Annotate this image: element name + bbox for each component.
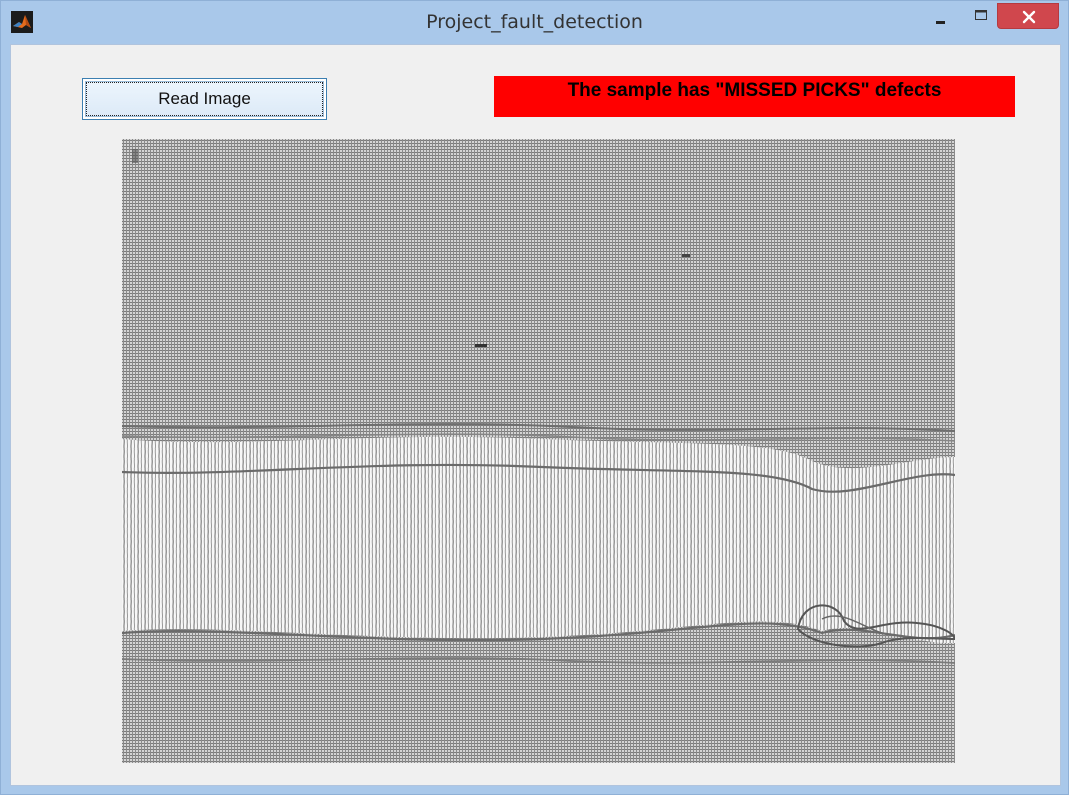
minimize-icon <box>936 21 945 24</box>
title-bar[interactable]: Project_fault_detection <box>1 1 1068 43</box>
matlab-icon <box>11 11 33 33</box>
fabric-image-render <box>122 139 955 763</box>
read-image-button[interactable]: Read Image <box>82 78 327 120</box>
window-title: Project_fault_detection <box>426 11 643 33</box>
maximize-button[interactable] <box>967 3 994 31</box>
close-icon <box>1022 10 1036 24</box>
figure-panel: Read Image The sample has "MISSED PICKS"… <box>10 44 1061 786</box>
close-button[interactable] <box>997 3 1059 29</box>
read-image-label: Read Image <box>158 89 251 108</box>
fabric-image <box>122 139 955 763</box>
maximize-icon <box>975 10 987 20</box>
minimize-button[interactable] <box>927 3 954 31</box>
defect-status-label: The sample has "MISSED PICKS" defects <box>494 76 1015 117</box>
